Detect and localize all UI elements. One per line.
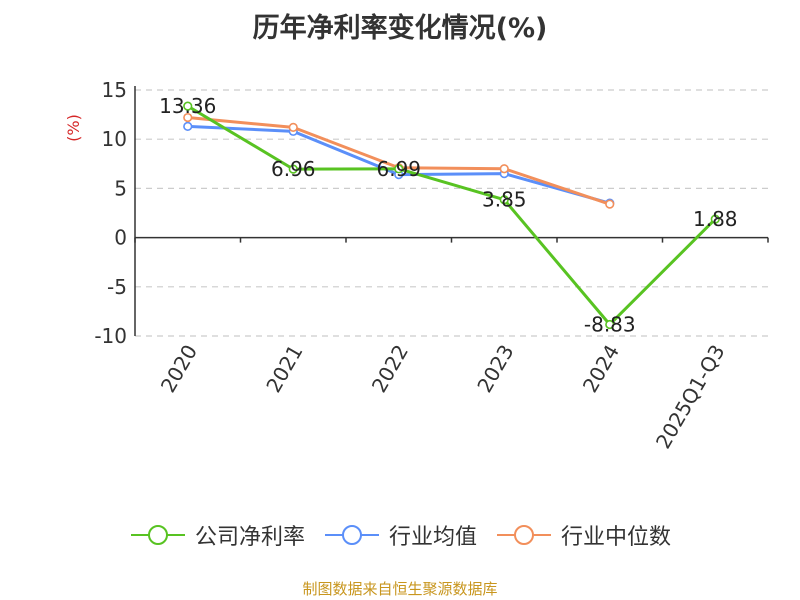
series-line: [186, 104, 717, 326]
data-label: 1.88: [693, 207, 738, 231]
y-tick-label: 0: [114, 226, 127, 250]
data-labels: 13.36 6.96 6.99 3.85 -8.83 1.88: [159, 94, 737, 336]
data-label: 6.99: [376, 157, 421, 181]
y-axis-label: (%): [64, 114, 83, 142]
data-point: [183, 121, 193, 132]
axes: 15 10 5 0 -5 -10 (%) 2020 2021 2022 2023 2024 2025Q1…: [64, 78, 769, 453]
x-tick-label: 2020: [156, 341, 202, 397]
data-label: 13.36: [159, 94, 216, 118]
legend-item-company[interactable]: 公司净利率: [129, 519, 305, 551]
data-point: [499, 164, 509, 174]
y-tick-label: 15: [102, 78, 127, 102]
legend-line-marker-icon: [324, 525, 379, 545]
legend: 公司净利率 行业均值 行业中位数: [0, 519, 800, 551]
data-point: [605, 199, 615, 209]
data-point: [183, 101, 193, 111]
legend-line-marker-icon: [130, 525, 185, 545]
data-point: [183, 112, 193, 123]
data-point: [499, 195, 509, 205]
y-tick-label: 5: [114, 176, 127, 200]
data-point: [288, 164, 298, 174]
data-label: 6.96: [271, 157, 316, 181]
legend-item-industry-mean[interactable]: 行业均值: [323, 519, 477, 551]
y-tick-label: -5: [107, 275, 127, 299]
data-point: [394, 164, 404, 174]
x-tick-label: 2021: [261, 341, 307, 397]
legend-label: 公司净利率: [194, 525, 305, 550]
data-point: [710, 214, 720, 224]
data-point: [605, 319, 615, 330]
data-label: -8.83: [584, 312, 636, 336]
legend-label: 行业均值: [388, 525, 477, 550]
data-point: [288, 122, 298, 132]
x-tick-label: 2025Q1-Q3: [651, 341, 730, 453]
y-tick-label: 10: [102, 127, 127, 151]
y-tick-label: -10: [94, 324, 127, 348]
chart-title: 历年净利率变化情况(%): [252, 13, 548, 44]
legend-label: 行业中位数: [561, 525, 672, 550]
x-tick-label: 2022: [367, 341, 413, 397]
legend-item-industry-median[interactable]: 行业中位数: [495, 519, 671, 551]
x-tick-label: 2024: [578, 341, 624, 397]
data-label: 3.85: [482, 188, 527, 212]
legend-line-marker-icon: [497, 525, 551, 545]
x-tick-label: 2023: [472, 341, 518, 397]
series-lines: [183, 101, 720, 330]
source-note: 制图数据来自恒生聚源数据库: [302, 580, 498, 598]
